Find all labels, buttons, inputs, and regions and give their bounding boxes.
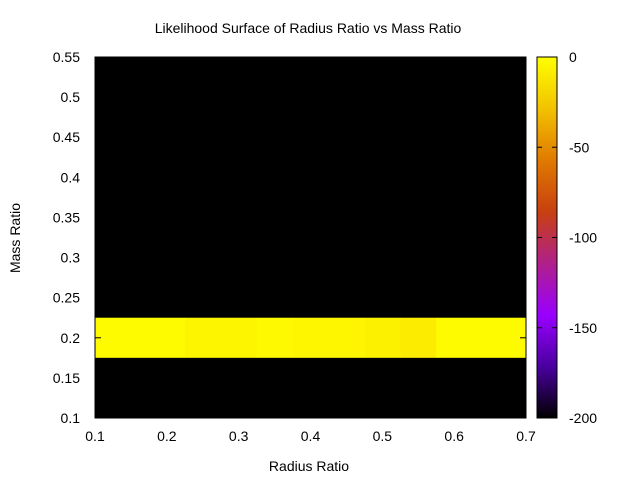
- x-tick-label: 0.6: [444, 428, 464, 444]
- heatmap-cell: [292, 317, 365, 358]
- y-tick-label: 0.4: [61, 169, 81, 185]
- heatmap-background: [95, 57, 526, 418]
- y-tick-label: 0.3: [61, 250, 81, 266]
- y-axis-label: Mass Ratio: [7, 203, 23, 273]
- y-tick-label: 0.35: [53, 209, 80, 225]
- y-axis: 0.1 0.15 0.2 0.25 0.3 0.35 0.4 0.45 0.5 0.55: [53, 49, 526, 426]
- heatmap-cell: [95, 317, 186, 358]
- colorbar-tick-label: -100: [569, 230, 597, 246]
- x-tick-label: 0.5: [373, 428, 393, 444]
- chart-title: Likelihood Surface of Radius Ratio vs Ma…: [155, 20, 462, 36]
- x-tick-label: 0.7: [516, 428, 536, 444]
- heatmap-cell: [256, 317, 294, 358]
- x-axis-label: Radius Ratio: [269, 458, 349, 474]
- heatmap-cell: [364, 317, 401, 358]
- y-tick-label: 0.45: [53, 129, 80, 145]
- heatmap-cell: [436, 317, 527, 358]
- colorbar: 0 -50 -100 -150 -200: [536, 49, 597, 426]
- y-tick-label: 0.25: [53, 290, 80, 306]
- x-tick-label: 0.1: [85, 428, 105, 444]
- y-tick-label: 0.5: [61, 89, 81, 105]
- heatmap-cell: [184, 317, 258, 358]
- colorbar-tick-label: 0: [569, 49, 577, 65]
- y-tick-label: 0.2: [61, 330, 81, 346]
- colorbar-tick-label: -200: [569, 410, 597, 426]
- heatmap-cell: [400, 317, 437, 358]
- x-tick-label: 0.4: [301, 428, 321, 444]
- y-tick-label: 0.15: [53, 370, 80, 386]
- x-tick-label: 0.3: [229, 428, 249, 444]
- colorbar-tick-label: -50: [569, 139, 589, 155]
- x-tick-label: 0.2: [157, 428, 177, 444]
- colorbar-tick-label: -150: [569, 320, 597, 336]
- plot-area: [94, 56, 527, 419]
- x-axis: 0.1 0.2 0.3 0.4 0.5 0.6 0.7: [85, 57, 536, 444]
- y-tick-label: 0.55: [53, 49, 80, 65]
- y-tick-label: 0.1: [61, 410, 81, 426]
